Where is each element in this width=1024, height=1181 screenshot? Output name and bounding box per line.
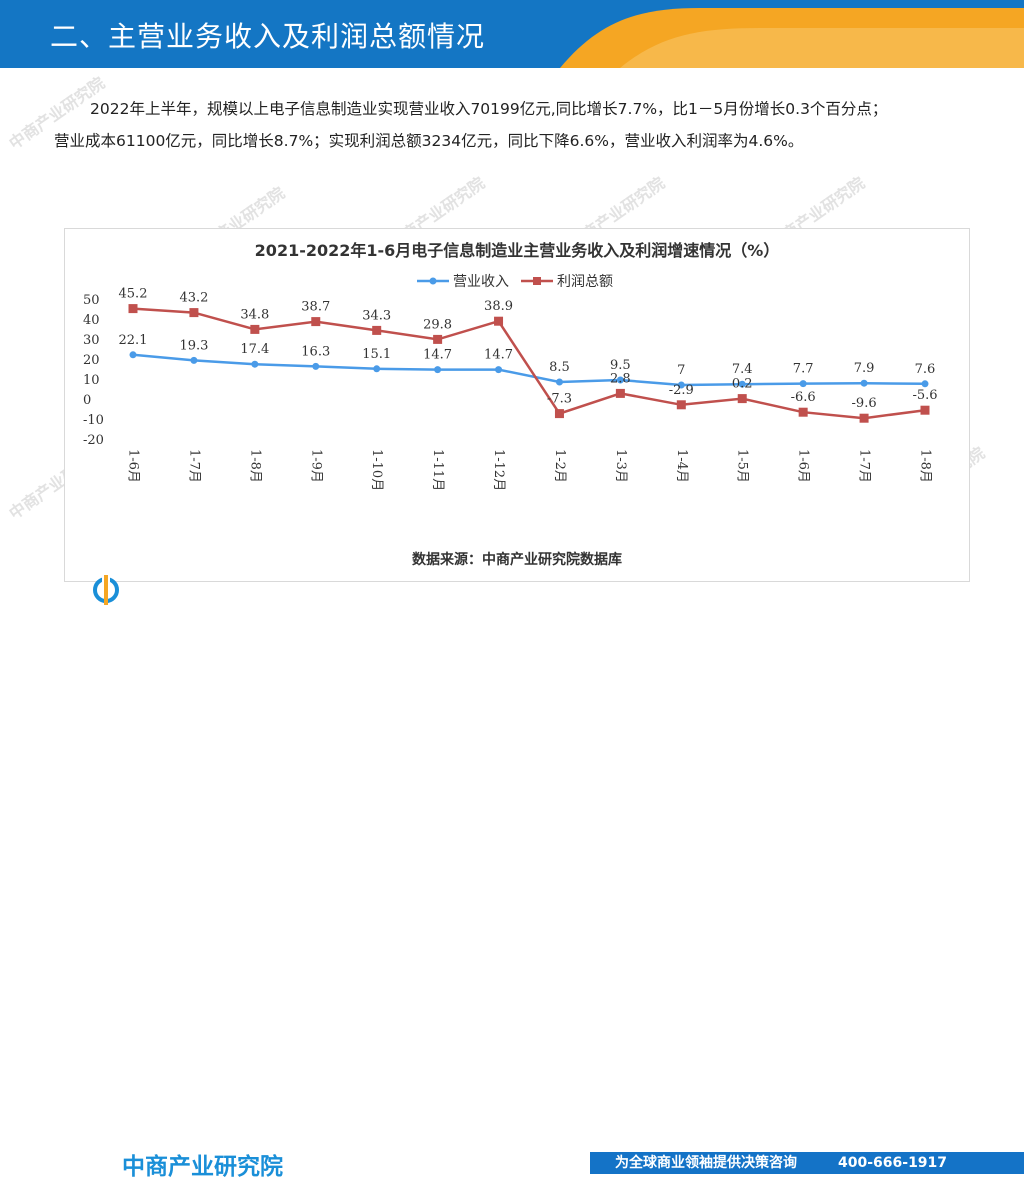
data-point — [495, 366, 503, 374]
data-label: 14.7 — [484, 348, 513, 363]
data-point — [251, 360, 259, 368]
data-label: 34.8 — [240, 307, 269, 322]
data-label: 15.1 — [362, 347, 391, 362]
data-point — [129, 351, 137, 359]
data-point — [250, 324, 260, 334]
page-title: 二、主营业务收入及利润总额情况 — [50, 20, 486, 53]
series-line — [132, 307, 926, 420]
y-tick-label: 20 — [83, 353, 100, 368]
header-banner: 二、主营业务收入及利润总额情况 — [0, 0, 1024, 68]
x-tick-label: 1-12月 — [491, 449, 506, 491]
data-point — [920, 405, 930, 415]
legend-label: 营业收入 — [453, 274, 509, 290]
x-tick-label: 1-5月 — [735, 449, 750, 483]
header-shape — [0, 0, 1024, 68]
data-label: 7.9 — [854, 361, 875, 376]
x-tick-label: 1-11月 — [430, 449, 445, 491]
data-point — [311, 317, 321, 327]
footer-phone: 400-666-1917 — [838, 1155, 948, 1171]
y-tick-label: 40 — [83, 313, 100, 328]
data-point — [860, 379, 868, 387]
x-tick-label: 1-8月 — [247, 449, 262, 483]
data-label: 0.2 — [732, 377, 753, 392]
data-label: 14.7 — [423, 348, 452, 363]
footer-logo-text: 中商产业研究院 — [122, 1154, 283, 1180]
summary-paragraph: 2022年上半年，规模以上电子信息制造业实现营业收入70199亿元,同比增长7.… — [54, 93, 994, 157]
data-point — [738, 380, 746, 388]
data-label: 34.3 — [362, 308, 391, 323]
data-point — [433, 334, 443, 344]
x-tick-label: 1-10月 — [369, 449, 384, 491]
summary-line-2: 营业成本61100亿元，同比增长8.7%；实现利润总额3234亿元，同比下降6.… — [54, 132, 804, 150]
data-label: 38.7 — [301, 300, 330, 315]
data-point — [494, 316, 504, 326]
data-label: 16.3 — [301, 344, 330, 359]
legend-marker — [429, 277, 437, 285]
footer: 中商产业研究院 为全球商业领袖提供决策咨询 400-666-1917 — [0, 572, 1024, 1180]
data-point — [312, 362, 320, 370]
footer-slogan: 为全球商业领袖提供决策咨询 — [615, 1155, 797, 1171]
data-point — [128, 304, 138, 314]
y-tick-label: 0 — [83, 393, 91, 408]
data-point — [554, 409, 564, 419]
x-tick-label: 1-6月 — [796, 449, 811, 483]
data-label: -6.6 — [791, 390, 816, 405]
data-label: 7.6 — [915, 362, 936, 377]
y-tick-label: -20 — [83, 433, 104, 448]
y-tick-label: 30 — [83, 333, 100, 348]
data-label: 43.2 — [179, 291, 208, 306]
data-point — [616, 376, 624, 384]
x-tick-label: 1-2月 — [552, 449, 567, 483]
data-point — [676, 400, 686, 410]
data-point — [434, 366, 442, 374]
x-tick-label: 1-7月 — [857, 449, 872, 483]
y-tick-label: -10 — [83, 413, 104, 428]
x-tick-label: 1-9月 — [308, 449, 323, 483]
data-label: 19.3 — [179, 338, 208, 353]
data-label: 9.5 — [610, 358, 631, 373]
data-point — [737, 394, 747, 404]
x-tick-label: 1-6月 — [126, 449, 141, 483]
legend-label: 利润总额 — [557, 274, 613, 290]
data-label: 17.4 — [240, 342, 269, 357]
data-point — [799, 380, 807, 388]
data-label: 7.7 — [793, 362, 814, 377]
chart-container: 2021-2022年1-6月电子信息制造业主营业务收入及利润增速情况（%） 营业… — [64, 228, 970, 582]
summary-line-1: 2022年上半年，规模以上电子信息制造业实现营业收入70199亿元,同比增长7.… — [90, 100, 888, 118]
x-tick-label: 1-4月 — [674, 449, 689, 483]
data-point — [373, 365, 381, 373]
legend-marker — [533, 277, 541, 285]
x-tick-label: 1-7月 — [186, 449, 201, 483]
data-label: 7.4 — [732, 362, 753, 377]
data-point — [555, 378, 563, 386]
line-chart: 营业收入 利润总额 50 40 30 20 10 0 -10 -20 1-6月 1-7月 1-8月 1-9… — [83, 274, 938, 491]
data-label: 45.2 — [119, 287, 148, 302]
data-label: 38.9 — [484, 299, 513, 314]
series-line — [132, 353, 926, 387]
data-label: 2.8 — [610, 371, 631, 386]
data-label: -7.3 — [547, 392, 572, 407]
data-point — [677, 381, 685, 389]
x-tick-label: 1-8月 — [918, 449, 933, 483]
y-tick-label: 10 — [83, 373, 100, 388]
data-label: 8.5 — [549, 360, 570, 375]
data-point — [189, 308, 199, 318]
logo-icon — [93, 575, 119, 605]
x-tick-label: 1-3月 — [613, 449, 628, 483]
data-point — [798, 407, 808, 417]
data-point — [921, 380, 929, 388]
data-point — [859, 413, 869, 423]
data-point — [615, 388, 625, 398]
data-label: 29.8 — [423, 317, 452, 332]
y-tick-label: 50 — [83, 293, 100, 308]
data-point — [190, 356, 198, 364]
data-source: 数据来源：中商产业研究院数据库 — [412, 552, 622, 568]
chart-title: 2021-2022年1-6月电子信息制造业主营业务收入及利润增速情况（%） — [254, 241, 780, 260]
data-label: -5.6 — [912, 388, 937, 403]
data-point — [372, 325, 382, 335]
data-label: 7 — [677, 363, 685, 378]
data-label: 22.1 — [119, 333, 148, 348]
data-label: -9.6 — [852, 396, 877, 411]
data-label: -2.9 — [669, 383, 694, 398]
